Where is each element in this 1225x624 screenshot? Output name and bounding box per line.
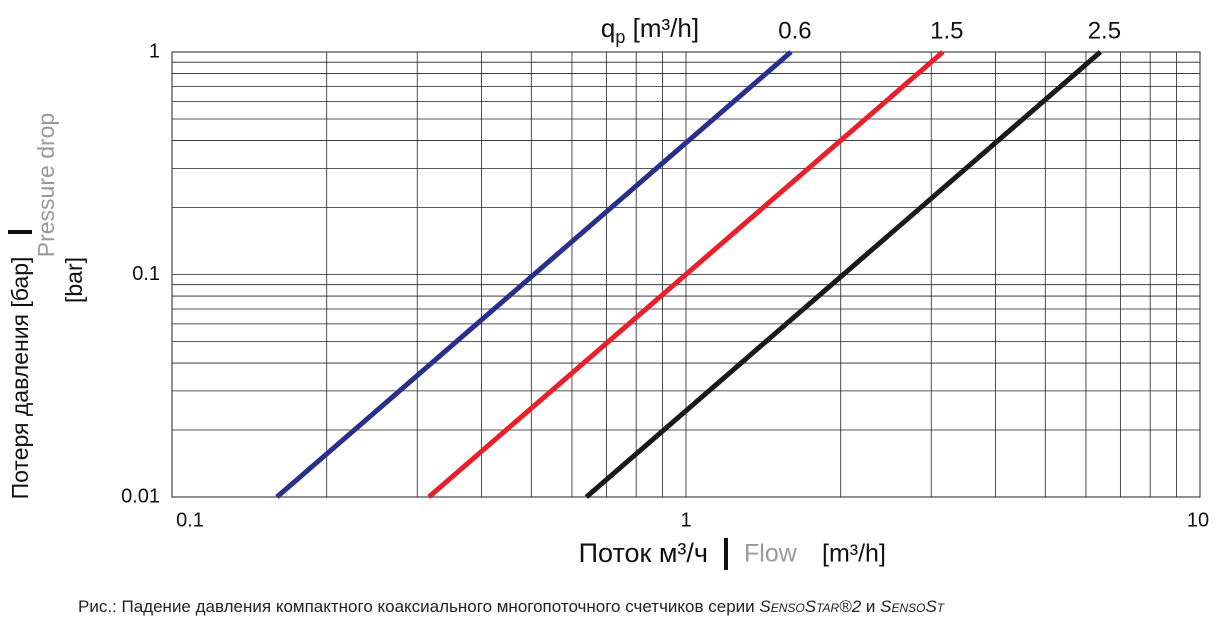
y-tick-label: 1 [149,40,160,62]
caption-brand: SensoStar®2 [759,597,861,616]
x-tick-label: 0.1 [176,509,204,531]
y-tick-label: 0.01 [121,485,160,507]
x-label-en: Flow [744,540,798,568]
x-tick-label: 10 [1187,509,1209,531]
caption-text: Рис.: Падение давления компактного коакс… [78,597,759,616]
qp-unit: [m³/h] [625,13,699,43]
qp-sub: p [615,27,625,47]
series-line [275,50,793,499]
caption-text: и [861,597,880,616]
series-label: 2.5 [1088,17,1121,44]
x-label-unit: [m³/h] [822,540,886,568]
caption: Рис.: Падение давления компактного коакс… [78,597,946,616]
y-label-en: Pressure drop [33,113,59,257]
y-label-ru: Потеря давления [бар] [7,257,33,500]
x-tick-label: 1 [680,509,691,531]
series-line [427,50,945,499]
y-label-unit: [bar] [61,257,87,303]
qp-q: q [601,13,615,43]
series-label: 1.5 [930,17,963,44]
series-line [584,50,1103,499]
qp-label: qp [m³/h] [601,13,699,47]
x-label-ru: Поток м³/ч [579,538,708,568]
y-tick-label: 0.1 [132,263,160,285]
series-label: 0.6 [778,17,811,44]
caption-brand: SensoSt [880,597,946,616]
plot-frame [171,51,1201,498]
